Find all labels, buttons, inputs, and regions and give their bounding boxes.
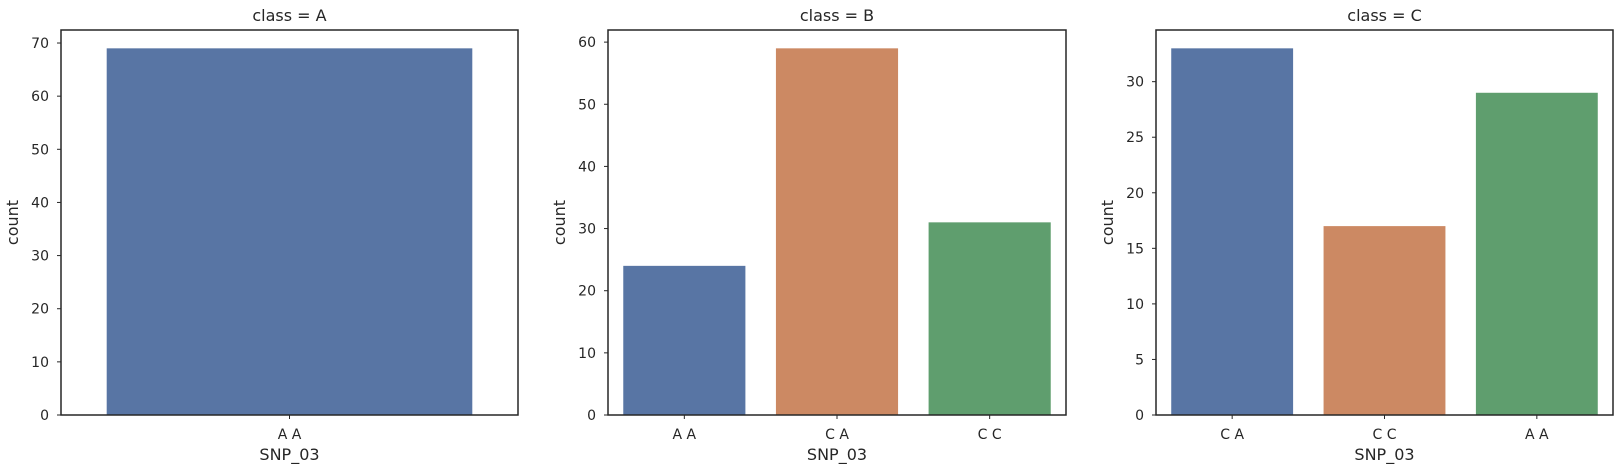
bar-a-a — [623, 265, 746, 415]
x-axis-label: SNP_03 — [1354, 445, 1414, 465]
x-tick-label: A A — [278, 427, 302, 443]
bar-c-a — [775, 48, 899, 415]
bar-c-c — [1323, 226, 1446, 415]
panel-3: 0 5 10 15 20 25 30 C A C C A A SNP_03 count class = … — [1098, 6, 1614, 465]
x-tick-label: C C — [978, 427, 1002, 443]
y-tick-label: 50 — [578, 97, 596, 113]
y-tick-label: 0 — [40, 408, 49, 424]
y-tick-label: 50 — [31, 142, 49, 158]
y-tick-label: 70 — [31, 36, 49, 52]
panel-2: 0 10 20 30 40 50 60 A A C A C C SNP_03 count class =… — [550, 6, 1067, 465]
y-tick-label: 25 — [1126, 130, 1144, 146]
y-tick-label: 30 — [1126, 75, 1144, 91]
y-tick-label: 0 — [587, 408, 596, 424]
bar-a-a — [1475, 92, 1598, 416]
bar-c-c — [928, 222, 1051, 415]
bar-c-a — [1171, 48, 1294, 415]
y-tick-label: 10 — [1126, 297, 1144, 313]
y-tick-label: 60 — [578, 35, 596, 51]
panel-title: class = C — [1347, 6, 1421, 25]
panel-1: 0 10 20 30 40 50 60 70 A A SNP_03 count class = A — [3, 6, 519, 465]
x-tick-label: C C — [1372, 427, 1396, 443]
x-axis-label: SNP_03 — [259, 445, 319, 465]
y-tick-label: 5 — [1135, 352, 1144, 368]
y-tick-label: 30 — [31, 249, 49, 265]
y-tick-label: 10 — [578, 346, 596, 362]
x-axis-label: SNP_03 — [807, 445, 867, 465]
y-tick-label: 15 — [1126, 241, 1144, 257]
y-tick-label: 0 — [1135, 408, 1144, 424]
y-tick-label: 20 — [1126, 186, 1144, 202]
y-tick-label: 10 — [31, 355, 49, 371]
y-axis-label: count — [550, 200, 569, 245]
y-tick-label: 20 — [578, 284, 596, 300]
y-axis-label: count — [3, 200, 22, 245]
y-tick-label: 60 — [31, 89, 49, 105]
y-tick-label: 20 — [31, 302, 49, 318]
bar-a-a — [106, 48, 473, 415]
x-tick-label: A A — [1525, 427, 1549, 443]
x-tick-label: A A — [673, 427, 697, 443]
y-tick-label: 40 — [31, 195, 49, 211]
y-tick-label: 30 — [578, 222, 596, 238]
y-axis-label: count — [1098, 200, 1117, 245]
y-tick-label: 40 — [578, 159, 596, 175]
x-tick-label: C A — [825, 427, 849, 443]
panel-title: class = B — [800, 6, 874, 25]
panel-title: class = A — [252, 6, 326, 25]
x-tick-label: C A — [1220, 427, 1244, 443]
